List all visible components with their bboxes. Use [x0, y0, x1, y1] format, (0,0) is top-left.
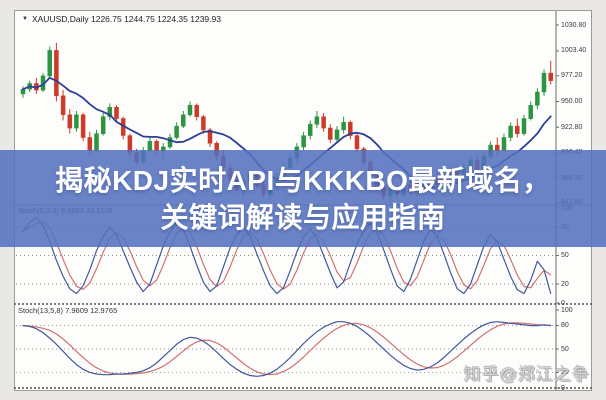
headline-overlay-banner: 揭秘KDJ实时API与KKKBO最新域名， 关键词解读与应用指南	[0, 150, 606, 247]
axis-tick-label: 922.80	[561, 123, 583, 131]
axis-tick-label: 950.00	[561, 98, 583, 105]
axis-tick-label: 20	[561, 368, 569, 376]
zhihu-watermark: 知乎@郑江之争	[463, 365, 590, 384]
axis-tick-label: 0	[561, 384, 565, 392]
headline-line-1: 揭秘KDJ实时API与KKKBO最新域名，	[55, 164, 551, 196]
symbol-ohlc-text: XAUUSD,Daily 1226.75 1244.75 1224.35 123…	[31, 14, 221, 24]
axis-tick-label: 977.20	[561, 72, 583, 80]
axis-tick-label: 50	[561, 345, 569, 353]
chart-title-bar[interactable]: ▼ XAUUSD,Daily 1226.75 1244.75 1224.35 1…	[22, 14, 221, 24]
axis-tick-label: 0	[561, 299, 565, 307]
down-triangle-icon[interactable]: ▼	[22, 16, 28, 22]
axis-tick-label: 80	[561, 322, 569, 330]
axis-tick-label: 100	[561, 306, 573, 314]
headline-line-2: 关键词解读与应用指南	[160, 201, 446, 233]
axis-tick-label: 1003.40	[561, 47, 587, 55]
stoch-slow-label: Stoch(13,5,8) 7.9609 12.9765	[18, 306, 118, 315]
axis-tick-label: 50	[561, 252, 569, 259]
axis-tick-label: 1030.80	[561, 21, 587, 29]
axis-tick-label: 20	[561, 280, 569, 288]
